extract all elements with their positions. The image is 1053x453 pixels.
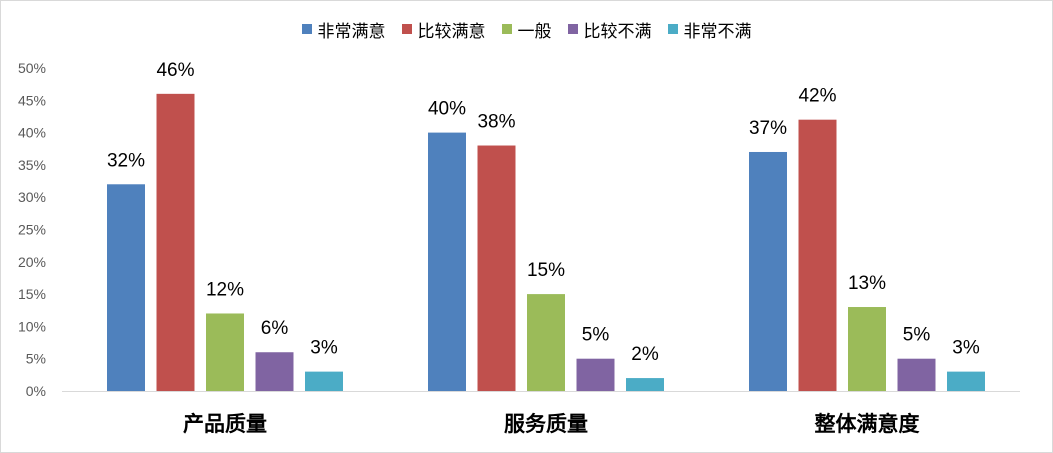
data-label: 40% — [428, 99, 466, 120]
bar — [897, 358, 936, 391]
data-label: 32% — [107, 150, 145, 171]
data-label: 5% — [582, 325, 610, 346]
bar — [305, 371, 343, 391]
legend-item-neutral: 一般 — [501, 17, 552, 42]
chart-legend: 非常满意 比较满意 一般 比较不满 非常不满 — [0, 16, 1053, 42]
data-label: 46% — [156, 60, 194, 81]
bar — [576, 358, 615, 391]
data-label: 3% — [952, 338, 980, 359]
data-label: 13% — [848, 273, 886, 294]
legend-label-very-satisfied: 非常满意 — [317, 21, 386, 42]
legend-item-fairly-satisfied: 比较满意 — [401, 17, 486, 42]
y-tick-label: 40% — [18, 125, 46, 141]
legend-label-neutral: 一般 — [517, 21, 552, 42]
y-tick-label: 0% — [26, 383, 46, 399]
bar — [255, 352, 294, 391]
legend-item-fairly-dissatisfied: 比较不满 — [567, 17, 652, 42]
x-category-label: 服务质量 — [504, 411, 588, 436]
legend-label-fairly-dissatisfied: 比较不满 — [583, 21, 652, 42]
legend-swatch-fairly-satisfied — [401, 24, 412, 34]
data-label: 2% — [631, 344, 659, 365]
legend-swatch-very-satisfied — [301, 24, 312, 34]
data-label-group: 32% 46% 12% 6% 3% 40% 38% 15% 5% 2% 37% 42% 13% 5% 3% — [107, 60, 980, 365]
y-tick-label: 30% — [18, 189, 46, 205]
y-axis: 0% 5% 10% 15% 20% 25% 30% 35% 40% 45% 50% — [18, 60, 46, 399]
bar-group — [107, 93, 985, 392]
data-label: 37% — [749, 118, 787, 139]
y-tick-label: 10% — [18, 318, 46, 334]
legend-label-very-dissatisfied: 非常不满 — [683, 21, 752, 42]
legend-swatch-fairly-dissatisfied — [567, 24, 578, 34]
data-label: 5% — [903, 325, 931, 346]
data-label: 6% — [261, 318, 289, 339]
data-label: 42% — [798, 86, 836, 107]
bar — [107, 184, 145, 391]
bar — [749, 151, 787, 391]
data-label: 3% — [310, 338, 338, 359]
bar — [947, 371, 985, 391]
x-category-label: 产品质量 — [183, 411, 267, 436]
bar — [428, 132, 466, 391]
y-tick-label: 20% — [18, 254, 46, 270]
y-tick-label: 35% — [18, 157, 46, 173]
y-tick-label: 50% — [18, 60, 46, 76]
y-tick-label: 5% — [26, 351, 46, 367]
y-tick-label: 15% — [18, 286, 46, 302]
bar — [848, 307, 886, 391]
data-label: 15% — [527, 260, 565, 281]
y-tick-label: 45% — [18, 92, 46, 108]
legend-item-very-dissatisfied: 非常不满 — [667, 17, 752, 42]
legend-swatch-neutral — [501, 24, 512, 34]
bar — [156, 93, 195, 391]
data-label: 12% — [206, 279, 244, 300]
x-axis: 产品质量 服务质量 整体满意度 — [62, 391, 1020, 436]
bar — [527, 294, 565, 391]
bar — [206, 313, 244, 391]
legend-item-very-satisfied: 非常满意 — [301, 17, 386, 42]
legend-label-fairly-satisfied: 比较满意 — [417, 21, 486, 42]
legend-swatch-very-dissatisfied — [667, 24, 678, 34]
data-label: 38% — [477, 112, 515, 133]
x-category-label: 整体满意度 — [815, 411, 920, 436]
bar — [626, 378, 664, 391]
y-tick-label: 25% — [18, 222, 46, 238]
bar — [477, 145, 516, 391]
bar — [798, 119, 837, 392]
